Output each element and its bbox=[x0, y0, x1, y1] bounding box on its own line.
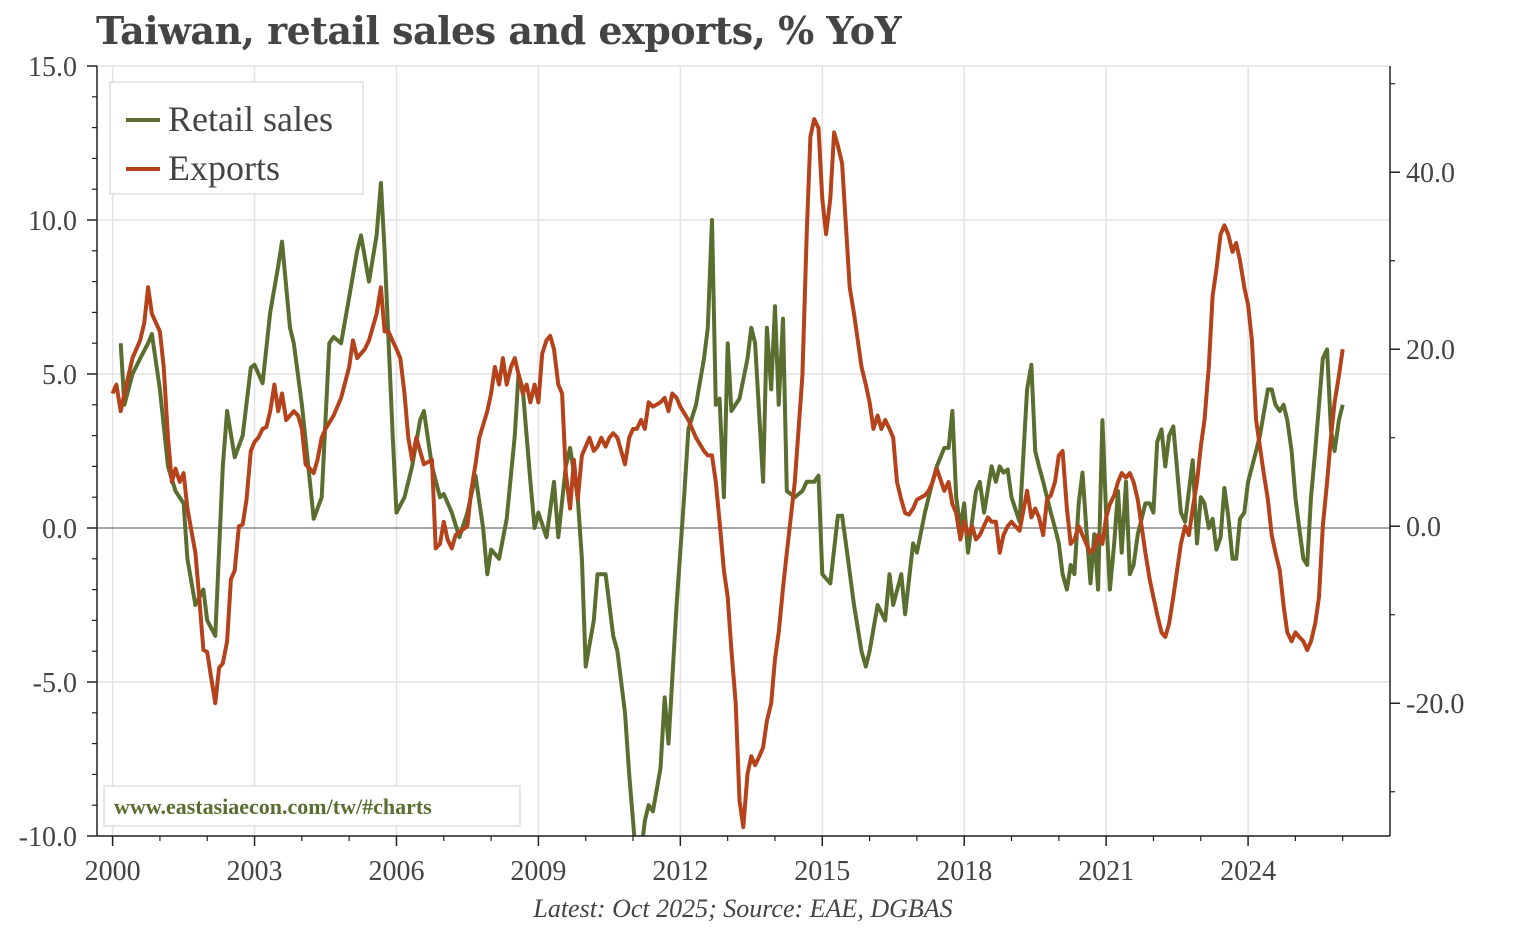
legend: Retail sales Exports bbox=[109, 81, 364, 195]
x-tick-label-2012: 2012 bbox=[652, 856, 708, 887]
series-line-exports bbox=[110, 117, 1345, 830]
y-right-tick-label: -20.0 bbox=[1406, 689, 1464, 720]
y-right-tick-label: 0.0 bbox=[1406, 512, 1441, 543]
legend-box bbox=[109, 81, 364, 195]
y-left-tick-label: 15.0 bbox=[28, 52, 77, 83]
watermark-box bbox=[103, 785, 521, 827]
series-line-retail-sales bbox=[118, 181, 1345, 836]
series-layer bbox=[110, 117, 1345, 836]
legend-label-retail-sales: Retail sales bbox=[168, 99, 333, 139]
y-left-tick-label: 10.0 bbox=[28, 206, 77, 237]
chart-caption: Latest: Oct 2025; Source: EAE, DGBAS bbox=[533, 894, 953, 923]
y-left-tick-label: -10.0 bbox=[19, 822, 77, 853]
y-left-tick-label: -5.0 bbox=[33, 668, 77, 699]
x-tick-label-2015: 2015 bbox=[794, 856, 850, 887]
chart-title: Taiwan, retail sales and exports, % YoY bbox=[96, 8, 902, 53]
watermark: www.eastasiaecon.com/tw/#charts bbox=[103, 785, 521, 827]
x-tick-label-2024: 2024 bbox=[1220, 856, 1276, 887]
x-tick-label-2021: 2021 bbox=[1078, 856, 1134, 887]
x-tick-label-2006: 2006 bbox=[368, 856, 424, 887]
watermark-link-text: www.eastasiaecon.com/tw/#charts bbox=[114, 794, 432, 819]
y-left-tick-label: 5.0 bbox=[42, 360, 77, 391]
x-tick-label-2003: 2003 bbox=[227, 856, 283, 887]
x-tick-label-2018: 2018 bbox=[936, 856, 992, 887]
axes-layer: 2000 2003 2006 2009 2012 2015 2018 2021 2024 15.0… bbox=[19, 52, 1465, 887]
y-right-tick-label: 40.0 bbox=[1406, 158, 1455, 189]
y-right-tick-label: 20.0 bbox=[1406, 335, 1455, 366]
y-left-tick-label: 0.0 bbox=[42, 514, 77, 545]
x-tick-label-2009: 2009 bbox=[510, 856, 566, 887]
legend-label-exports: Exports bbox=[168, 148, 280, 188]
x-tick-label-2000: 2000 bbox=[85, 856, 141, 887]
